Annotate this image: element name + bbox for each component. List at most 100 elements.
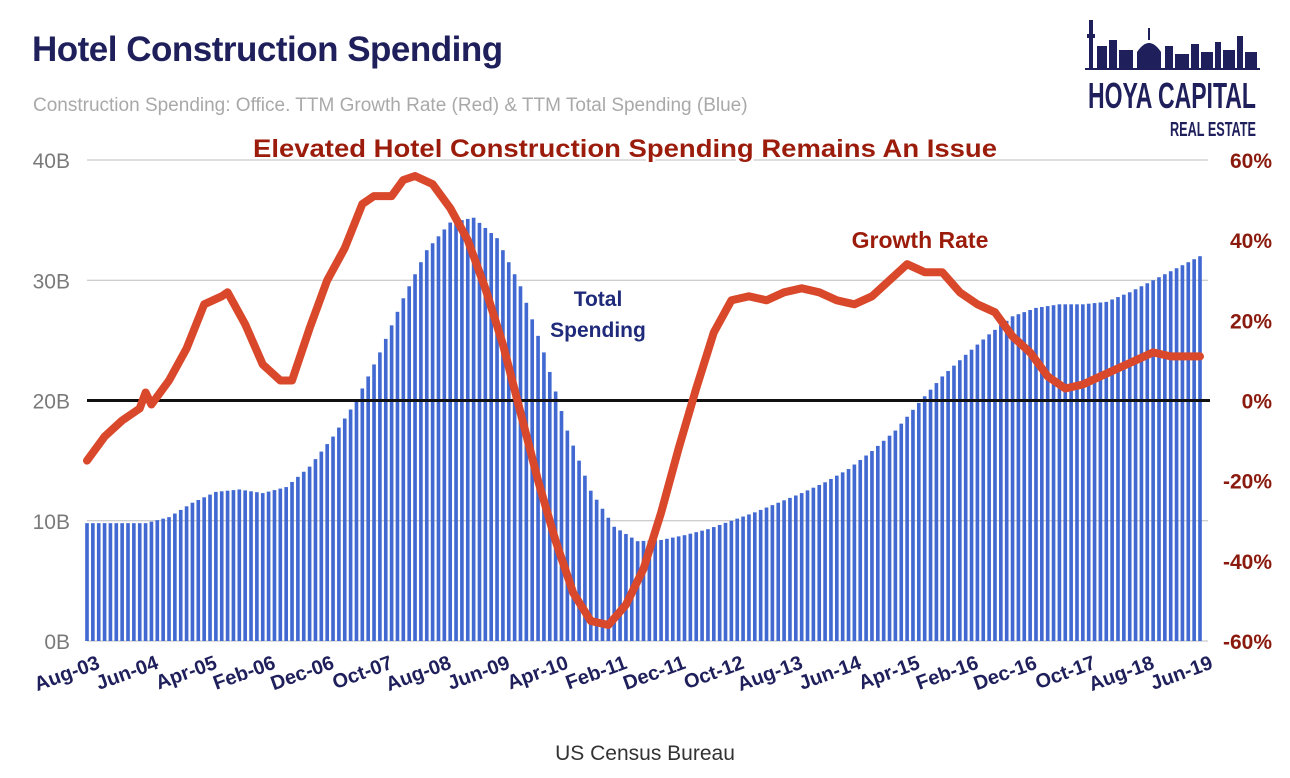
spending-bar [635,541,640,641]
company-logo: HOYA CAPITAL REAL ESTATE [1085,20,1260,141]
spending-bar [266,491,271,641]
spending-bar [770,505,775,641]
source-credit: US Census Bureau [555,742,735,765]
spending-bar [600,508,605,641]
spending-bar [243,490,247,641]
x-axis-ticks: Aug-03Jun-04Apr-05Feb-06Dec-06Oct-07Aug-… [31,652,1215,696]
spending-bar [1004,320,1009,641]
spending-bar [606,517,611,641]
spending-bars [85,217,1202,642]
spending-bar [588,490,593,641]
spending-bar [952,365,956,641]
spending-bar [864,455,868,641]
spending-bar [741,516,745,641]
spending-bar [729,520,734,641]
logo-line2: REAL ESTATE [1170,119,1256,141]
x-tick-label: Apr-10 [504,652,571,694]
spending-bar [383,338,388,641]
x-tick-label: Oct-07 [330,652,396,694]
spending-bar [419,262,423,641]
spending-bar [155,520,160,641]
spending-bar [290,481,294,641]
spending-bar [524,302,529,641]
spending-bar [981,339,986,641]
spending-bar [612,526,617,641]
spending-bar [1010,316,1015,641]
spending-bar [512,274,517,641]
right-tick-label: -40% [1223,551,1272,574]
spending-bar [460,220,464,641]
spending-bar [178,509,183,641]
spending-bar [758,509,763,641]
spending-bar [395,311,400,641]
spending-bar [676,536,681,641]
spending-bar [717,524,722,641]
spending-bar [723,522,728,641]
spending-bar [1022,312,1027,641]
x-tick-label: Oct-17 [1033,652,1099,694]
spending-bar [811,487,816,641]
spending-bar [1092,303,1097,641]
spending-bar [448,222,453,641]
spending-bar [852,464,857,641]
spending-bar [260,493,265,641]
right-tick-label: -60% [1223,631,1272,654]
spending-bar [1139,286,1144,641]
spending-bar [301,471,306,641]
spending-bar [565,430,570,641]
spending-bar [1098,302,1103,641]
x-tick-label: Dec-06 [268,652,337,695]
spending-bar [214,491,218,641]
spending-bar [219,491,224,641]
spending-bar [284,487,288,641]
right-tick-label: 40% [1230,230,1272,253]
spending-bar [173,513,177,641]
spending-bar [208,494,212,641]
page-subtitle: Construction Spending: Office. TTM Growt… [33,95,748,116]
x-tick-label: Aug-08 [383,652,454,696]
x-tick-label: Dec-16 [971,652,1040,695]
spending-bar [776,502,781,641]
spending-bar [378,352,382,641]
spending-bar [307,466,312,641]
spending-bar [706,529,710,641]
spending-bar [735,518,740,641]
spending-bar [372,364,376,641]
x-tick-label: Apr-15 [856,652,923,694]
spending-bar [870,451,874,641]
left-tick-label: 0B [44,631,70,654]
spending-bar [1186,262,1191,641]
spending-bar [887,435,892,641]
spending-bar [911,409,915,641]
spending-bar [875,445,880,641]
spending-bar [975,344,980,641]
spending-bar [752,512,757,641]
spending-bar [501,250,505,641]
spending-bar [840,472,845,641]
spending-bar [571,445,576,641]
spending-bar [700,530,704,641]
spending-bar [665,538,669,641]
spending-bar [407,286,412,641]
spending-bar [231,490,236,641]
annotation-headline: Elevated Hotel Construction Spending Rem… [253,135,997,163]
spending-bar [559,411,564,641]
spending-bar [225,490,230,641]
x-tick-label: Oct-12 [681,652,747,694]
spending-bar [823,482,827,641]
left-tick-label: 20B [33,391,70,414]
spending-bar [1075,304,1079,641]
spending-bar [1040,307,1044,641]
spending-bar [360,388,365,641]
spending-bar [958,360,962,641]
spending-bar [670,537,675,641]
x-tick-label: Aug-18 [1086,652,1157,696]
spending-bar [1133,289,1138,641]
spending-bar [331,436,335,641]
spending-bar [465,218,470,642]
spending-bar [893,430,898,641]
spending-bar [530,319,535,641]
spending-bar [946,371,950,641]
spending-bar [553,391,558,641]
